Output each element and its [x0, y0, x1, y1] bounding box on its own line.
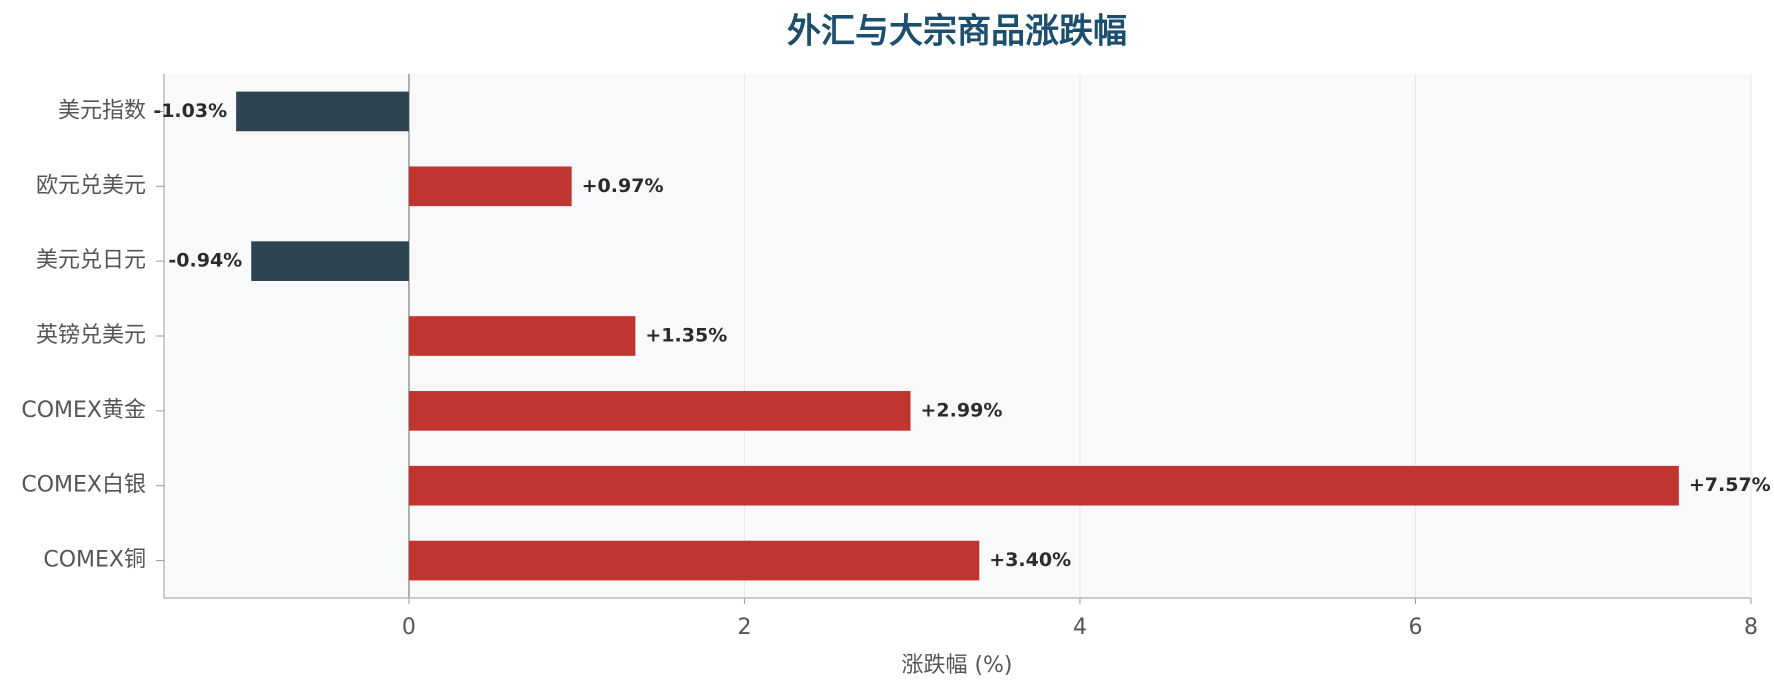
- x-tick-label: 6: [1408, 615, 1422, 640]
- y-tick-label: COMEX白银: [21, 473, 146, 498]
- value-label: +0.97%: [582, 175, 664, 197]
- x-axis-label: 涨跌幅 (%): [901, 653, 1012, 678]
- bar: [236, 91, 409, 132]
- bar: [408, 540, 980, 581]
- bar: [251, 241, 409, 281]
- y-tick-label: 欧元兑美元: [36, 173, 146, 198]
- y-tick-label: COMEX铜: [43, 548, 146, 573]
- value-label: -0.94%: [168, 250, 242, 272]
- x-tick-label: 2: [737, 615, 751, 640]
- value-label: -1.03%: [153, 100, 227, 122]
- chart-title: 外汇与大宗商品涨跌幅: [787, 12, 1127, 52]
- plot-background: [164, 74, 1751, 598]
- bar: [408, 316, 636, 356]
- y-tick-label: 英镑兑美元: [36, 323, 146, 348]
- bar: [408, 391, 911, 431]
- value-label: +1.35%: [645, 325, 727, 347]
- bar: [408, 166, 572, 207]
- value-label: +2.99%: [921, 399, 1003, 421]
- value-label: +3.40%: [989, 549, 1071, 571]
- x-tick-label: 4: [1073, 615, 1087, 640]
- x-tick-label: 0: [402, 615, 416, 640]
- value-label: +7.57%: [1689, 474, 1771, 496]
- bar: [408, 465, 1679, 506]
- y-tick-label: 美元指数: [58, 98, 146, 123]
- y-tick-label: COMEX黄金: [21, 398, 146, 423]
- x-tick-label: 8: [1744, 615, 1758, 640]
- y-tick-label: 美元兑日元: [36, 248, 146, 273]
